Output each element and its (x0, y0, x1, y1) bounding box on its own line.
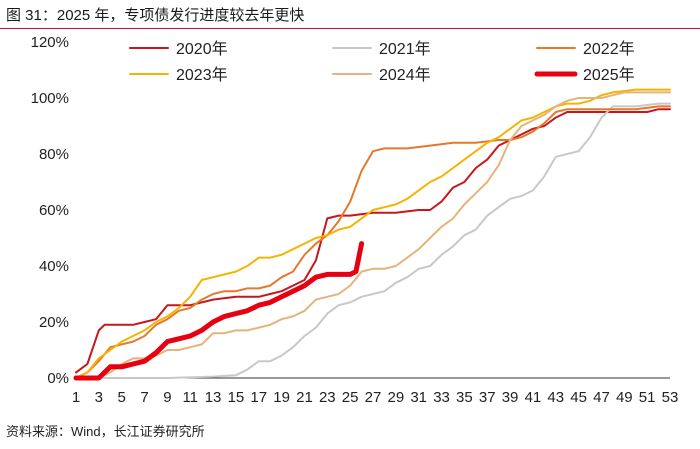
y-tick-label: 20% (39, 314, 69, 331)
x-tick-label: 3 (95, 389, 103, 406)
x-tick-label: 15 (228, 389, 245, 406)
legend-label-2021年: 2021年 (379, 40, 431, 58)
x-tick-label: 37 (479, 389, 496, 406)
y-tick-labels: 0% 20% 40% 60% 80% 100% 120% (31, 34, 69, 387)
x-tick-label: 39 (502, 389, 519, 406)
legend-label-2023年: 2023年 (176, 66, 228, 84)
series-lines (73, 88, 671, 381)
x-tick-label: 31 (410, 389, 427, 406)
legend-label-2025年: 2025年 (583, 66, 635, 84)
x-tick-label: 13 (205, 389, 222, 406)
figure-title: 图 31：2025 年，专项债发行进度较去年更快 (6, 7, 305, 24)
x-tick-label: 33 (433, 389, 450, 406)
x-tick-label: 7 (140, 389, 148, 406)
series-line-2020年 (75, 108, 671, 374)
x-tick-label: 11 (182, 389, 198, 406)
x-tick-label: 21 (296, 389, 313, 406)
y-tick-label: 60% (39, 202, 69, 219)
y-tick-label: 40% (39, 258, 69, 275)
x-tick-label: 29 (388, 389, 405, 406)
x-tick-label: 47 (593, 389, 610, 406)
y-tick-label: 80% (39, 146, 69, 163)
y-tick-label: 100% (31, 90, 69, 107)
title-rule (0, 28, 700, 29)
y-tick-label: 0% (47, 370, 69, 387)
legend: 2020年 2021年 2022年 2023年 2024年 2025年 (129, 40, 635, 84)
x-tick-label: 43 (547, 389, 564, 406)
legend-label-2020年: 2020年 (176, 40, 228, 58)
series-line-2025年 (73, 241, 365, 381)
x-tick-label: 1 (72, 389, 80, 406)
series-line-2021年 (75, 102, 671, 379)
x-tick-label: 53 (662, 389, 679, 406)
x-tick-labels: 1 3 5 7 9 11 13 15 17 19 21 23 25 27 29 31 33 35 37 39 41 43 4… (72, 389, 679, 406)
x-tick-label: 19 (273, 389, 290, 406)
legend-label-2022年: 2022年 (583, 40, 635, 58)
source-note: 资料来源：Wind，长江证券研究所 (6, 424, 205, 439)
x-tick-label: 25 (342, 389, 359, 406)
legend-label-2024年: 2024年 (379, 66, 431, 84)
x-tick-label: 23 (319, 389, 336, 406)
x-tick-label: 35 (456, 389, 473, 406)
x-tick-label: 51 (639, 389, 656, 406)
x-tick-label: 27 (365, 389, 382, 406)
y-tick-label: 120% (31, 34, 69, 51)
x-tick-label: 5 (118, 389, 126, 406)
series-line-2023年 (75, 88, 671, 379)
x-tick-label: 9 (163, 389, 171, 406)
x-tick-label: 41 (525, 389, 542, 406)
x-tick-label: 49 (616, 389, 633, 406)
series-line-2022年 (75, 105, 671, 379)
series-line-2024年 (75, 91, 671, 379)
x-tick-label: 17 (250, 389, 267, 406)
x-tick-label: 45 (570, 389, 587, 406)
